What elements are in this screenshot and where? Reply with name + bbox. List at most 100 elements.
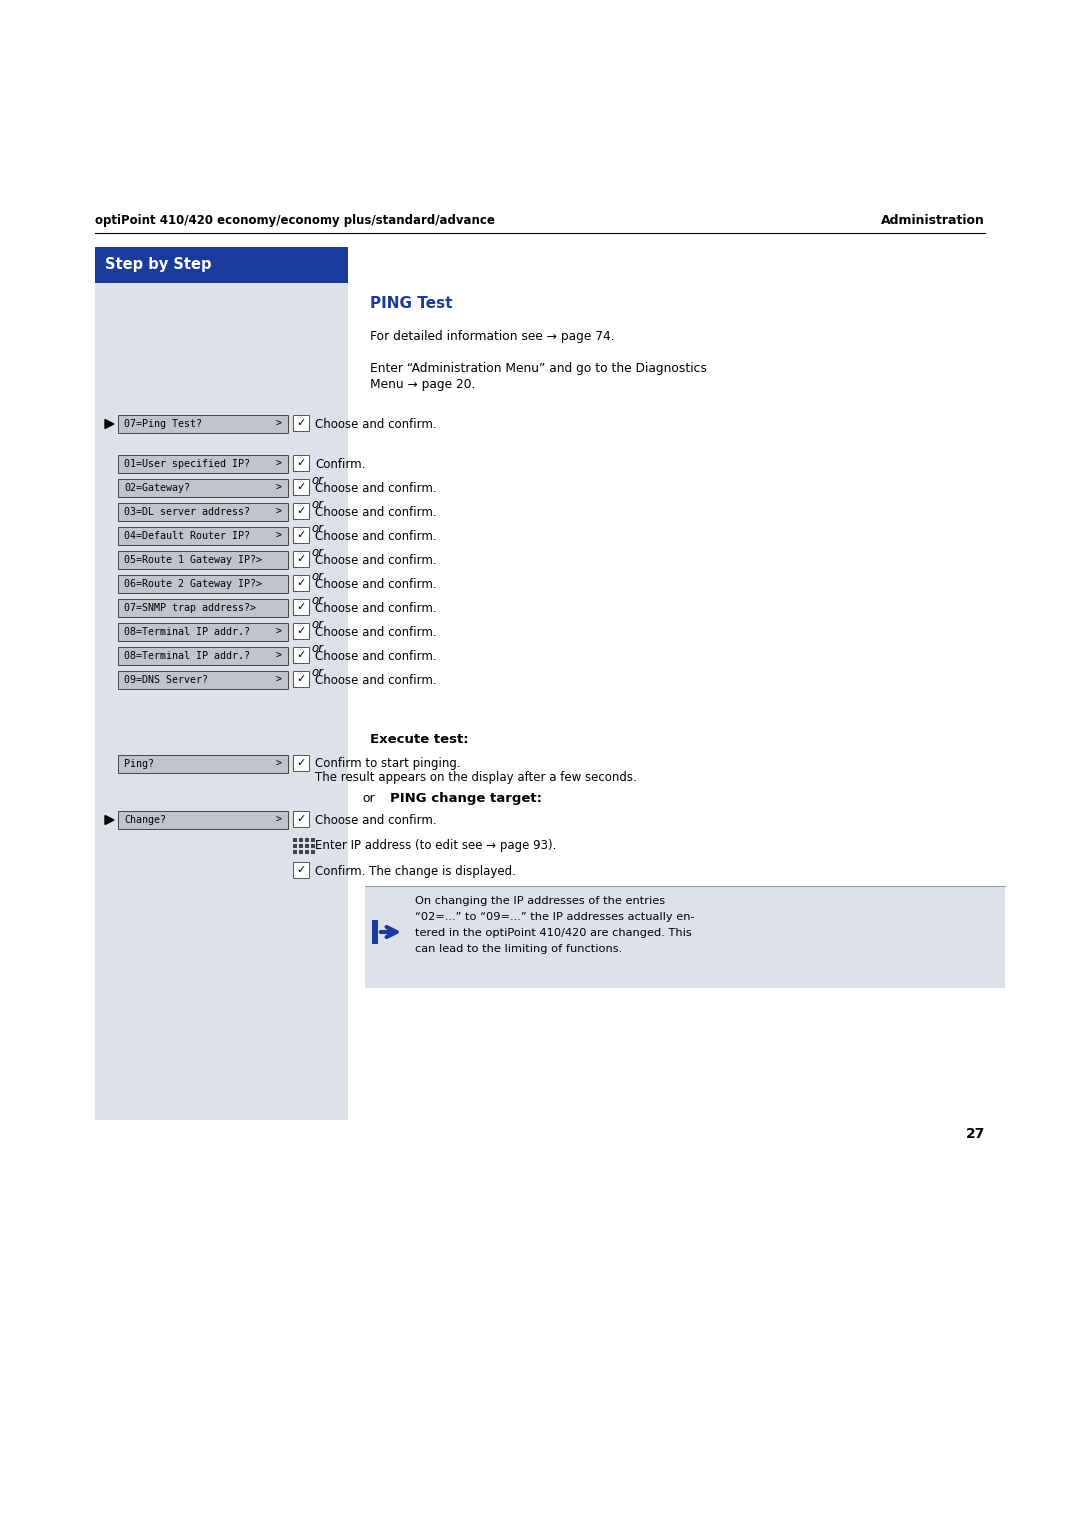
Text: or: or bbox=[311, 642, 323, 656]
Text: For detailed information see → page 74.: For detailed information see → page 74. bbox=[370, 330, 615, 342]
Bar bbox=[372, 920, 378, 944]
Bar bbox=[305, 850, 309, 854]
Text: Menu → page 20.: Menu → page 20. bbox=[370, 377, 475, 391]
Bar bbox=[95, 248, 348, 283]
Polygon shape bbox=[105, 420, 114, 428]
Bar bbox=[118, 811, 288, 830]
Text: ✓: ✓ bbox=[296, 555, 306, 564]
Bar bbox=[293, 503, 309, 520]
Text: >: > bbox=[276, 458, 282, 469]
Text: >: > bbox=[276, 675, 282, 685]
Bar bbox=[311, 843, 315, 848]
Bar bbox=[118, 671, 288, 689]
Bar bbox=[293, 671, 309, 688]
Text: or: or bbox=[311, 619, 323, 631]
Text: ✓: ✓ bbox=[296, 458, 306, 468]
Text: Confirm.: Confirm. bbox=[315, 457, 365, 471]
Text: ✓: ✓ bbox=[296, 481, 306, 492]
Text: Choose and confirm.: Choose and confirm. bbox=[315, 602, 436, 614]
Text: 27: 27 bbox=[966, 1128, 985, 1141]
Bar bbox=[365, 886, 1005, 989]
Text: ✓: ✓ bbox=[296, 758, 306, 769]
Bar bbox=[293, 478, 309, 495]
Text: Choose and confirm.: Choose and confirm. bbox=[315, 578, 436, 590]
Text: Choose and confirm.: Choose and confirm. bbox=[315, 530, 436, 542]
Bar bbox=[293, 646, 309, 663]
Text: ✓: ✓ bbox=[296, 865, 306, 876]
Text: optiPoint 410/420 economy/economy plus/standard/advance: optiPoint 410/420 economy/economy plus/s… bbox=[95, 214, 495, 228]
Bar bbox=[293, 843, 297, 848]
Text: Choose and confirm.: Choose and confirm. bbox=[315, 649, 436, 663]
Bar bbox=[293, 599, 309, 614]
Text: >: > bbox=[276, 759, 282, 769]
Bar bbox=[293, 811, 309, 827]
Text: ✓: ✓ bbox=[296, 530, 306, 539]
Text: The result appears on the display after a few seconds.: The result appears on the display after … bbox=[315, 772, 637, 784]
Bar bbox=[299, 837, 303, 842]
Text: or: or bbox=[362, 792, 375, 805]
Text: >: > bbox=[276, 419, 282, 429]
Bar bbox=[293, 755, 309, 772]
Text: Choose and confirm.: Choose and confirm. bbox=[315, 481, 436, 495]
Polygon shape bbox=[105, 816, 114, 825]
Bar bbox=[118, 552, 288, 568]
Text: ✓: ✓ bbox=[296, 649, 306, 660]
Bar bbox=[293, 527, 309, 542]
Text: can lead to the limiting of functions.: can lead to the limiting of functions. bbox=[415, 944, 622, 953]
Text: 08=Terminal IP addr.?: 08=Terminal IP addr.? bbox=[124, 626, 249, 637]
Text: ✓: ✓ bbox=[296, 602, 306, 613]
Text: Administration: Administration bbox=[881, 214, 985, 228]
Text: PING Test: PING Test bbox=[370, 296, 453, 312]
Bar bbox=[293, 552, 309, 567]
Bar bbox=[293, 623, 309, 639]
Text: or: or bbox=[311, 523, 323, 535]
Text: “02=...” to “09=...” the IP addresses actually en-: “02=...” to “09=...” the IP addresses ac… bbox=[415, 912, 694, 921]
Text: 05=Route 1 Gateway IP?>: 05=Route 1 Gateway IP?> bbox=[124, 555, 262, 565]
Text: Choose and confirm.: Choose and confirm. bbox=[315, 674, 436, 686]
Text: Change?: Change? bbox=[124, 814, 166, 825]
Bar bbox=[95, 248, 348, 1120]
Text: >: > bbox=[276, 532, 282, 541]
Text: ✓: ✓ bbox=[296, 814, 306, 824]
Text: Confirm to start pinging.: Confirm to start pinging. bbox=[315, 756, 461, 770]
Bar bbox=[311, 850, 315, 854]
Text: Enter “Administration Menu” and go to the Diagnostics: Enter “Administration Menu” and go to th… bbox=[370, 362, 707, 374]
Bar bbox=[118, 527, 288, 545]
Bar bbox=[293, 862, 309, 879]
Text: Confirm. The change is displayed.: Confirm. The change is displayed. bbox=[315, 865, 516, 877]
Text: or: or bbox=[311, 594, 323, 608]
Bar bbox=[293, 850, 297, 854]
Bar bbox=[118, 416, 288, 432]
Bar bbox=[293, 575, 309, 591]
Text: ✓: ✓ bbox=[296, 419, 306, 428]
Bar bbox=[305, 843, 309, 848]
Bar bbox=[118, 646, 288, 665]
Text: or: or bbox=[311, 475, 323, 487]
Text: 01=User specified IP?: 01=User specified IP? bbox=[124, 458, 249, 469]
Bar bbox=[293, 455, 309, 471]
Bar bbox=[118, 575, 288, 593]
Text: >: > bbox=[276, 507, 282, 516]
Bar bbox=[299, 843, 303, 848]
Text: Choose and confirm.: Choose and confirm. bbox=[315, 506, 436, 518]
Text: >: > bbox=[276, 814, 282, 825]
Bar bbox=[299, 850, 303, 854]
Text: >: > bbox=[276, 651, 282, 662]
Text: or: or bbox=[311, 547, 323, 559]
Text: or: or bbox=[311, 570, 323, 584]
Text: 04=Default Router IP?: 04=Default Router IP? bbox=[124, 532, 249, 541]
Text: Choose and confirm.: Choose and confirm. bbox=[315, 813, 436, 827]
Text: or: or bbox=[311, 666, 323, 680]
Text: ✓: ✓ bbox=[296, 626, 306, 636]
Text: 02=Gateway?: 02=Gateway? bbox=[124, 483, 190, 494]
Bar bbox=[118, 503, 288, 521]
Text: or: or bbox=[311, 498, 323, 512]
Bar bbox=[305, 837, 309, 842]
Bar bbox=[118, 599, 288, 617]
Text: 08=Terminal IP addr.?: 08=Terminal IP addr.? bbox=[124, 651, 249, 662]
Text: Step by Step: Step by Step bbox=[105, 258, 212, 272]
Bar bbox=[293, 416, 309, 431]
Text: Execute test:: Execute test: bbox=[370, 733, 469, 746]
Text: ✓: ✓ bbox=[296, 674, 306, 685]
Text: Choose and confirm.: Choose and confirm. bbox=[315, 417, 436, 431]
